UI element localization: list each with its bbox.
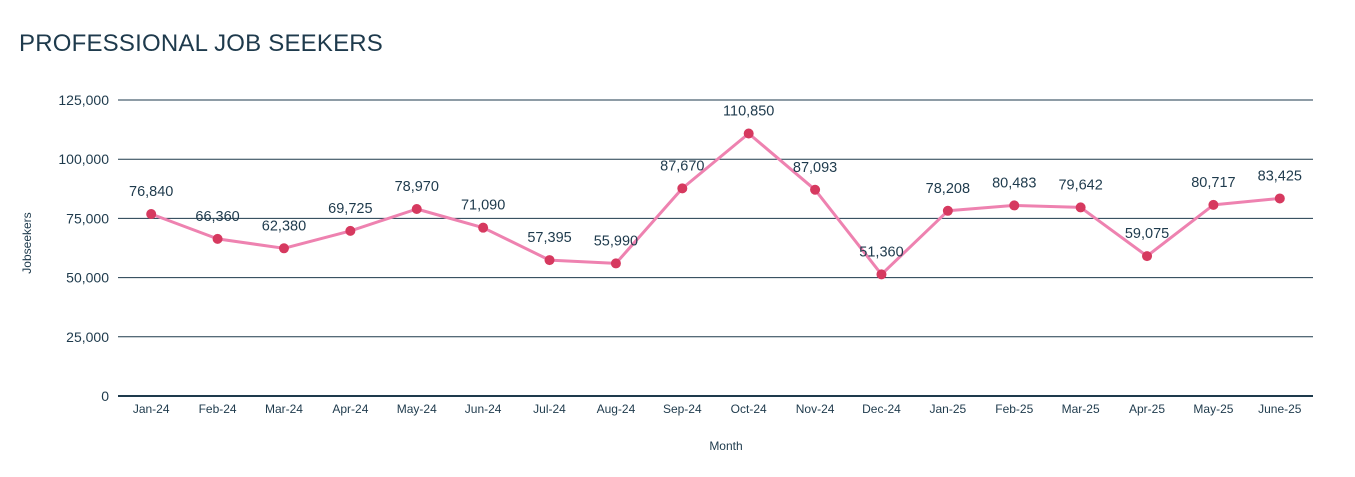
data-label: 110,850 <box>723 104 774 120</box>
x-axis-title: Month <box>709 439 742 453</box>
data-label: 51,360 <box>859 244 903 260</box>
data-label: 66,360 <box>195 209 239 225</box>
x-tick-label: Apr-25 <box>1129 402 1165 416</box>
data-point <box>544 255 555 266</box>
y-tick-label: 75,000 <box>66 210 109 226</box>
x-tick-label: Sep-24 <box>663 402 702 416</box>
data-point <box>146 209 157 220</box>
data-point <box>212 233 223 244</box>
data-point <box>610 258 621 269</box>
y-axis-title: Jobseekers <box>20 212 34 273</box>
data-point <box>743 128 754 139</box>
data-point <box>810 184 821 195</box>
x-tick-label: Mar-24 <box>265 402 303 416</box>
x-tick-label: Jan-24 <box>133 402 170 416</box>
y-tick-label: 0 <box>101 388 109 404</box>
data-label: 62,380 <box>262 218 306 234</box>
data-label: 69,725 <box>328 201 372 217</box>
data-point <box>411 203 422 214</box>
x-tick-label: May-24 <box>397 402 437 416</box>
data-label: 83,425 <box>1258 168 1302 184</box>
data-point <box>478 222 489 233</box>
x-tick-label: Apr-24 <box>332 402 368 416</box>
data-point <box>677 183 688 194</box>
data-point <box>345 225 356 236</box>
y-tick-label: 100,000 <box>58 151 109 167</box>
x-tick-label: Aug-24 <box>597 402 636 416</box>
x-tick-label: Dec-24 <box>862 402 901 416</box>
series-line <box>149 132 1282 276</box>
data-point <box>1274 193 1285 204</box>
data-label: 78,970 <box>395 179 439 195</box>
data-label: 80,717 <box>1191 175 1235 191</box>
x-axis-ticks: Jan-24 Feb-24 Mar-24 Apr-24 May-24 Jun-24 Jul-… <box>133 402 1302 416</box>
data-label: 87,670 <box>660 158 704 174</box>
x-tick-label: June-25 <box>1258 402 1302 416</box>
data-point <box>942 205 953 216</box>
y-tick-label: 125,000 <box>58 92 109 108</box>
data-point <box>1142 251 1153 262</box>
x-tick-label: Nov-24 <box>796 402 835 416</box>
x-tick-label: Mar-25 <box>1062 402 1100 416</box>
x-tick-label: Jan-25 <box>930 402 967 416</box>
data-label: 59,075 <box>1125 226 1169 242</box>
data-point <box>876 269 887 280</box>
y-tick-label: 50,000 <box>66 270 109 286</box>
data-label: 57,395 <box>527 230 571 246</box>
data-label: 79,642 <box>1058 177 1102 193</box>
data-label: 71,090 <box>461 198 505 214</box>
data-label: 55,990 <box>594 233 638 249</box>
series-jobseekers <box>146 128 1285 280</box>
x-tick-label: Jul-24 <box>533 402 566 416</box>
x-tick-label: May-25 <box>1193 402 1233 416</box>
data-point <box>1075 202 1086 213</box>
y-axis-ticks: 0 25,000 50,000 75,000 100,000 125,000 <box>58 92 109 404</box>
data-label: 80,483 <box>992 175 1036 191</box>
data-labels: 76,840 66,360 62,380 69,725 78,970 71,090 57,3… <box>129 104 1302 261</box>
y-tick-label: 25,000 <box>66 329 109 345</box>
x-tick-label: Feb-25 <box>995 402 1033 416</box>
data-label: 76,840 <box>129 184 173 200</box>
data-point <box>278 243 289 254</box>
x-tick-label: Oct-24 <box>731 402 767 416</box>
chart-title: PROFESSIONAL JOB SEEKERS <box>19 30 384 57</box>
gridlines <box>118 99 1313 397</box>
data-label: 78,208 <box>926 181 970 197</box>
x-tick-label: Feb-24 <box>199 402 237 416</box>
x-tick-label: Jun-24 <box>465 402 502 416</box>
data-label: 87,093 <box>793 160 837 176</box>
data-point <box>1009 200 1020 211</box>
data-point <box>1208 199 1219 210</box>
